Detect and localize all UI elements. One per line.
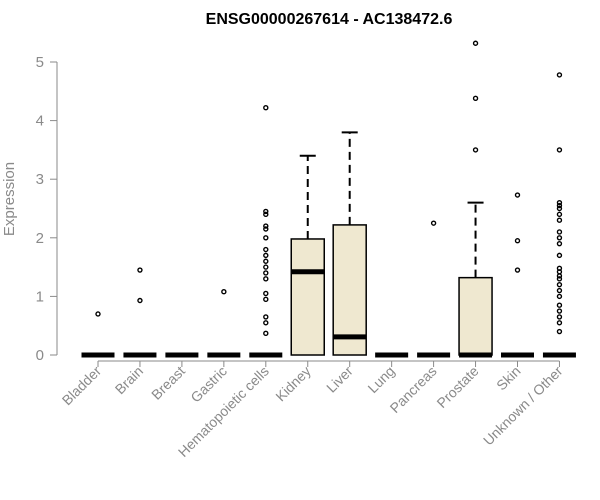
outlier-point xyxy=(263,296,269,303)
outlier-point xyxy=(556,328,563,335)
outlier-point xyxy=(556,217,563,223)
outlier-point xyxy=(472,40,479,46)
outlier-point xyxy=(514,238,521,244)
outlier-point xyxy=(263,330,269,337)
outlier-point xyxy=(263,320,269,326)
box-prostate xyxy=(458,40,493,358)
outlier-point xyxy=(263,252,269,259)
outlier-point xyxy=(556,235,563,241)
outlier-point xyxy=(556,72,563,78)
outlier-point xyxy=(95,311,101,317)
outlier-point xyxy=(556,147,563,153)
outlier-point xyxy=(263,290,269,297)
outlier-point xyxy=(556,320,563,326)
x-tick-label: Prostate xyxy=(433,363,481,411)
outlier-point xyxy=(263,208,269,215)
outlier-point xyxy=(556,211,563,218)
outlier-point xyxy=(472,95,479,102)
box-brain xyxy=(123,267,157,358)
box-skin xyxy=(501,192,534,358)
outlier-point xyxy=(556,281,563,288)
outlier-point xyxy=(556,265,563,271)
box-liver xyxy=(332,131,367,356)
y-tick-label: 1 xyxy=(36,288,44,305)
outlier-point xyxy=(556,240,563,247)
x-tick-label: Kidney xyxy=(272,363,314,405)
outlier-point xyxy=(556,302,563,308)
outlier-point xyxy=(263,270,269,276)
outlier-point xyxy=(263,276,269,282)
outlier-point xyxy=(263,226,269,232)
x-tick-label: Liver xyxy=(323,363,356,396)
outlier-point xyxy=(263,246,269,253)
box-group xyxy=(81,40,576,358)
outlier-point xyxy=(556,293,563,300)
outlier-point xyxy=(556,205,563,212)
y-tick-label: 3 xyxy=(36,171,44,188)
box-rect xyxy=(458,276,493,356)
outlier-point xyxy=(556,314,563,320)
y-tick-label: 2 xyxy=(36,230,44,247)
x-tick-label: Unknown / Other xyxy=(480,363,566,449)
y-tick-label: 4 xyxy=(36,113,44,130)
x-tick-label: Lung xyxy=(364,363,397,396)
outlier-point xyxy=(263,235,269,241)
box-pancreas xyxy=(417,220,451,358)
outlier-point xyxy=(263,258,269,264)
chart-title: ENSG00000267614 - AC138472.6 xyxy=(206,11,453,28)
box-gastric xyxy=(207,289,241,358)
outlier-point xyxy=(514,192,521,198)
outlier-point xyxy=(137,267,143,273)
outlier-point xyxy=(556,252,563,259)
outlier-point xyxy=(263,211,269,218)
outlier-point xyxy=(263,223,269,229)
outlier-point xyxy=(556,273,563,279)
outlier-point xyxy=(514,267,521,273)
outlier-point xyxy=(556,199,563,206)
box-kidney xyxy=(290,154,325,356)
outlier-point xyxy=(556,287,563,294)
box-rect xyxy=(332,224,367,356)
box-rect xyxy=(290,238,325,356)
outlier-point xyxy=(263,314,269,320)
outlier-point xyxy=(263,264,269,270)
x-tick-label: Breast xyxy=(148,363,188,403)
outlier-point xyxy=(221,289,227,295)
box-unknown-other xyxy=(542,72,576,358)
outlier-point xyxy=(556,276,563,282)
y-tick-label: 5 xyxy=(36,54,44,71)
y-tick-label: 0 xyxy=(36,347,44,364)
box-bladder xyxy=(81,311,115,358)
outlier-point xyxy=(430,220,437,226)
box-hematopoietic-cells xyxy=(249,105,283,358)
x-tick-label: Brain xyxy=(112,363,146,397)
outlier-point xyxy=(556,229,563,235)
y-axis-label: Expression xyxy=(1,162,18,236)
outlier-point xyxy=(556,202,563,209)
outlier-point xyxy=(137,297,143,304)
y-axis: 0 1 2 3 4 5 xyxy=(36,54,58,364)
x-tick-label: Skin xyxy=(493,363,524,394)
outlier-point xyxy=(556,308,563,314)
outlier-point xyxy=(472,147,479,153)
outlier-point xyxy=(263,105,269,111)
x-tick-label: Pancreas xyxy=(387,363,440,416)
x-tick-label: Bladder xyxy=(59,363,105,409)
